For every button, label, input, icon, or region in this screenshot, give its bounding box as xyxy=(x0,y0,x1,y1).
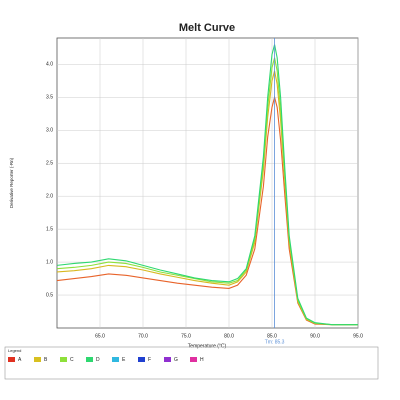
x-tick-label: 75.0 xyxy=(181,333,191,339)
y-tick-label: 2.0 xyxy=(46,194,53,200)
legend-label: D xyxy=(96,357,100,363)
x-tick-label: 85.0 xyxy=(267,333,277,339)
legend-swatch xyxy=(190,357,197,362)
chart-title: Melt Curve xyxy=(179,22,235,34)
legend-title: Legend xyxy=(8,348,21,353)
y-tick-label: 3.5 xyxy=(46,95,53,101)
legend-swatch xyxy=(138,357,145,362)
x-tick-label: 90.0 xyxy=(310,333,320,339)
legend-swatch xyxy=(34,357,41,362)
plot-area xyxy=(56,37,359,329)
legend-label: G xyxy=(174,357,178,363)
legend-swatch xyxy=(112,357,119,362)
legend-swatch xyxy=(60,357,67,362)
x-tick-label: 65.0 xyxy=(95,333,105,339)
y-tick-label: 1.5 xyxy=(46,226,53,232)
legend-label: C xyxy=(70,357,74,363)
legend-swatch xyxy=(86,357,93,362)
tm-label: Tm: 85.3 xyxy=(265,339,285,345)
legend-label: F xyxy=(148,357,151,363)
y-tick-label: 0.5 xyxy=(46,292,53,298)
y-tick-label: 4.0 xyxy=(46,62,53,68)
y-tick-label: 2.5 xyxy=(46,161,53,167)
legend-label: E xyxy=(122,357,126,363)
legend-swatch xyxy=(164,357,171,362)
y-tick-label: 1.0 xyxy=(46,259,53,265)
y-axis-label: Derivative Reporter (-Rn) xyxy=(9,157,14,208)
melt-curve xyxy=(56,44,358,326)
x-tick-label: 70.0 xyxy=(138,333,148,339)
legend-swatch xyxy=(8,357,15,362)
x-tick-label: 80.0 xyxy=(224,333,234,339)
x-tick-label: 95.0 xyxy=(353,333,363,339)
x-axis-label: Temperature (°C) xyxy=(188,343,227,349)
y-tick-label: 3.0 xyxy=(46,128,53,134)
legend-label: A xyxy=(18,357,22,363)
legend-label: H xyxy=(200,357,204,363)
legend-label: B xyxy=(44,357,48,363)
legend-box xyxy=(4,346,379,380)
